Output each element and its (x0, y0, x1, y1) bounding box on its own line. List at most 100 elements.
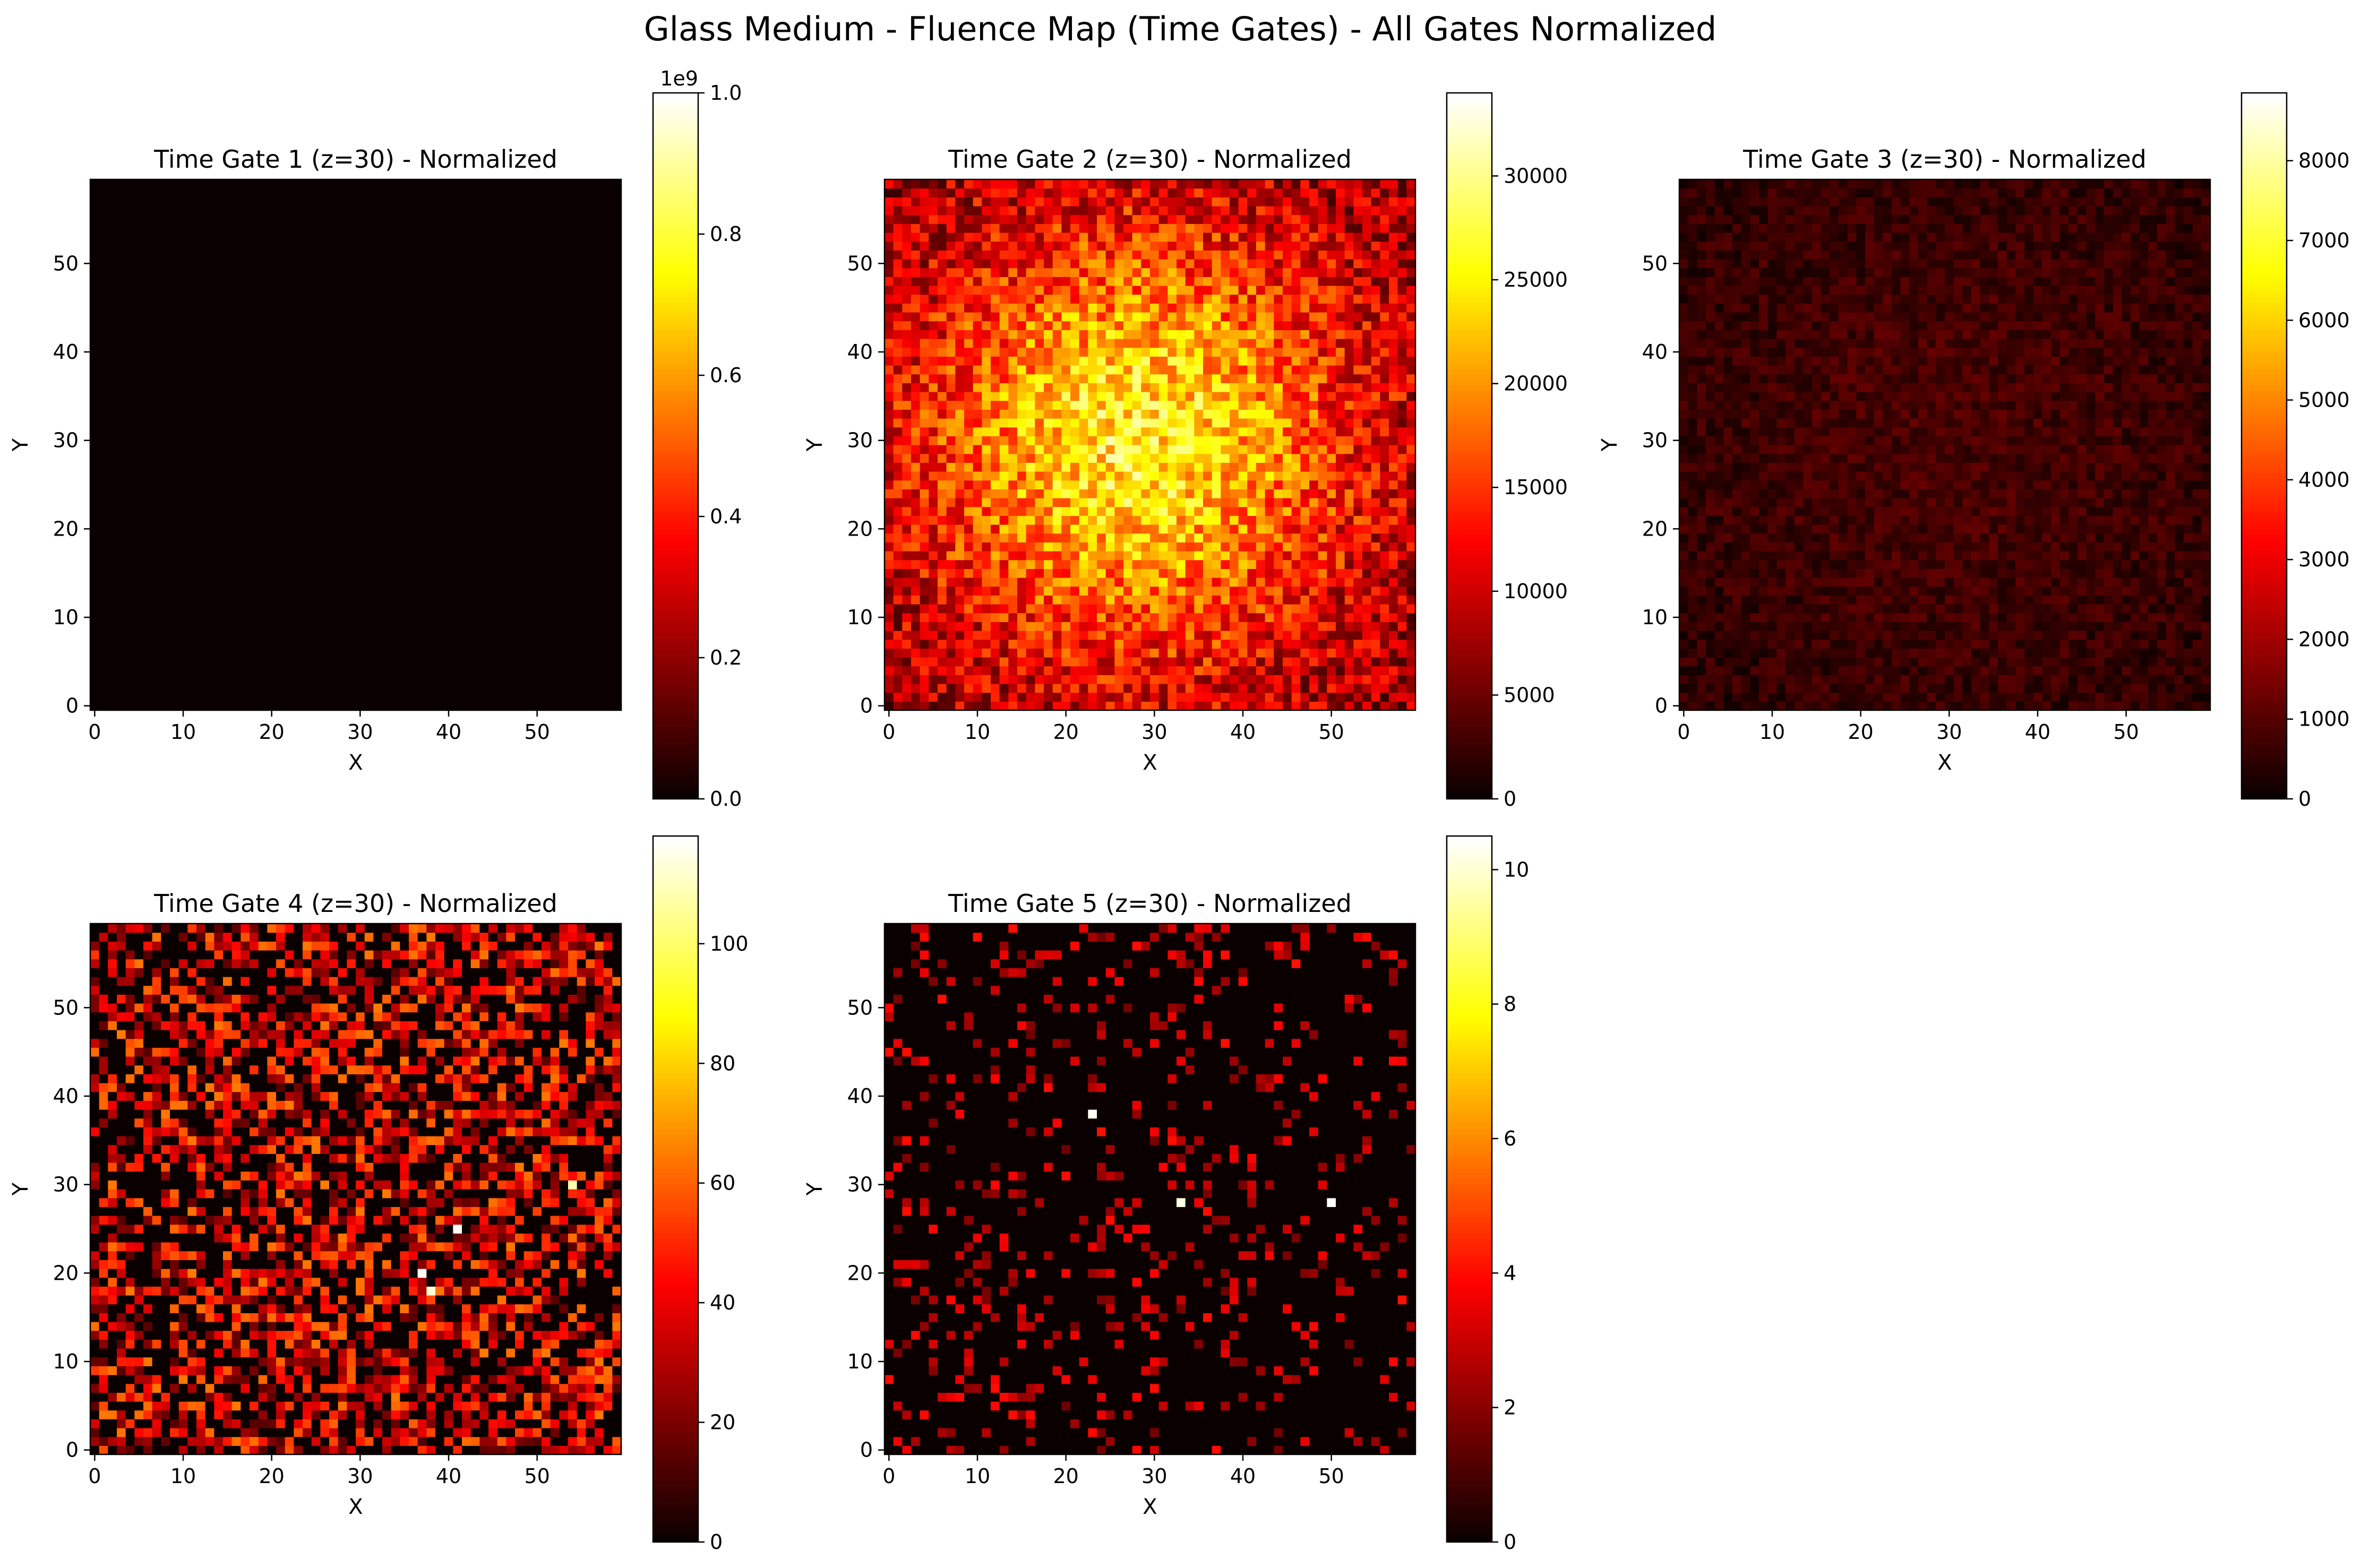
colorbar-step (653, 253, 698, 259)
heatmap-cell (391, 418, 400, 428)
heatmap-cell (506, 339, 516, 348)
heatmap-cell (178, 400, 188, 410)
heatmap-cell (311, 179, 321, 189)
heatmap-cell (1070, 648, 1080, 658)
heatmap-cell (347, 692, 356, 702)
heatmap-cell (1088, 657, 1097, 667)
heatmap-cell (409, 595, 418, 605)
heatmap-cell (373, 480, 383, 489)
heatmap-cell (444, 241, 453, 251)
heatmap-cell (214, 241, 224, 251)
heatmap-cell (90, 657, 100, 667)
heatmap-cell (258, 666, 268, 675)
heatmap-cell (964, 684, 974, 693)
heatmap-cell (515, 409, 525, 419)
heatmap-cell (170, 303, 179, 313)
heatmap-cell (453, 259, 462, 269)
heatmap-cell (1203, 578, 1213, 587)
heatmap-cell (435, 383, 445, 392)
heatmap-cell (170, 675, 179, 684)
heatmap-cell (1362, 613, 1372, 622)
heatmap-cell (356, 409, 365, 419)
heatmap-cell (90, 383, 100, 392)
heatmap-cell (444, 622, 453, 631)
heatmap-cell (382, 586, 392, 596)
heatmap-cell (1194, 613, 1204, 622)
heatmap-cell (612, 675, 622, 684)
heatmap-cell (1079, 639, 1088, 649)
colorbar-step (653, 782, 698, 788)
heatmap-cell (178, 533, 188, 542)
heatmap-cell (329, 197, 339, 206)
heatmap-cell (143, 489, 153, 498)
heatmap-cell (1017, 675, 1027, 684)
heatmap-cell (1230, 666, 1239, 675)
heatmap-cell (250, 462, 259, 472)
heatmap-cell (250, 666, 259, 675)
heatmap-cell (250, 489, 259, 498)
heatmap-cell (479, 692, 489, 702)
heatmap-cell (488, 374, 498, 383)
heatmap-cell (1362, 542, 1372, 552)
heatmap-cell (550, 418, 560, 428)
colorbar-step (653, 501, 698, 507)
heatmap-cell (955, 657, 965, 667)
heatmap-cell (568, 214, 578, 224)
heatmap-cell (462, 506, 471, 516)
heatmap-cell (303, 339, 312, 348)
heatmap-cell (258, 480, 268, 489)
heatmap-cell (134, 498, 144, 507)
heatmap-cell (1344, 568, 1354, 578)
heatmap-cell (515, 392, 525, 401)
heatmap-cell (444, 489, 453, 498)
heatmap-cell (542, 347, 551, 357)
heatmap-cell (143, 418, 153, 428)
heatmap-cell (134, 321, 144, 330)
heatmap-cell (426, 613, 436, 622)
heatmap-cell (515, 445, 525, 454)
heatmap-cell (488, 462, 498, 472)
heatmap-cell (417, 692, 427, 702)
heatmap-cell (338, 286, 347, 295)
heatmap-cell (1353, 666, 1363, 675)
heatmap-cell (453, 356, 462, 366)
heatmap-cell (929, 586, 938, 596)
heatmap-cell (1017, 568, 1027, 578)
heatmap-cell (946, 578, 956, 587)
heatmap-cell (134, 613, 144, 622)
heatmap-cell (400, 657, 409, 667)
heatmap-cell (1221, 657, 1230, 667)
heatmap-cell (90, 506, 100, 516)
heatmap-cell (973, 586, 982, 596)
heatmap-cell (470, 515, 480, 525)
colorbar-step (653, 666, 698, 673)
heatmap-cell (462, 578, 471, 587)
heatmap-cell (577, 330, 586, 339)
heatmap-cell (409, 515, 418, 525)
heatmap-cell (1230, 639, 1239, 649)
heatmap-cell (550, 684, 560, 693)
heatmap-cell (417, 471, 427, 481)
heatmap-cell (893, 595, 903, 605)
colorbar-step (653, 258, 698, 264)
heatmap-cell (426, 666, 436, 675)
heatmap-cell (542, 462, 551, 472)
heatmap-cell (320, 365, 330, 375)
heatmap-cell (303, 188, 312, 197)
heatmap-cell (1114, 604, 1124, 614)
heatmap-cell (373, 578, 383, 587)
heatmap-cell (241, 480, 250, 489)
heatmap-cell (241, 347, 250, 357)
heatmap-cell (964, 692, 974, 702)
heatmap-cell (311, 586, 321, 596)
heatmap-cell (1185, 533, 1195, 542)
heatmap-cell (250, 578, 259, 587)
heatmap-cell (1177, 648, 1186, 658)
heatmap-cell (187, 613, 197, 622)
heatmap-cell (320, 286, 330, 295)
heatmap-cell (1052, 613, 1062, 622)
heatmap-cell (294, 268, 303, 277)
heatmap-cell (187, 232, 197, 242)
heatmap-cell (1238, 586, 1248, 596)
